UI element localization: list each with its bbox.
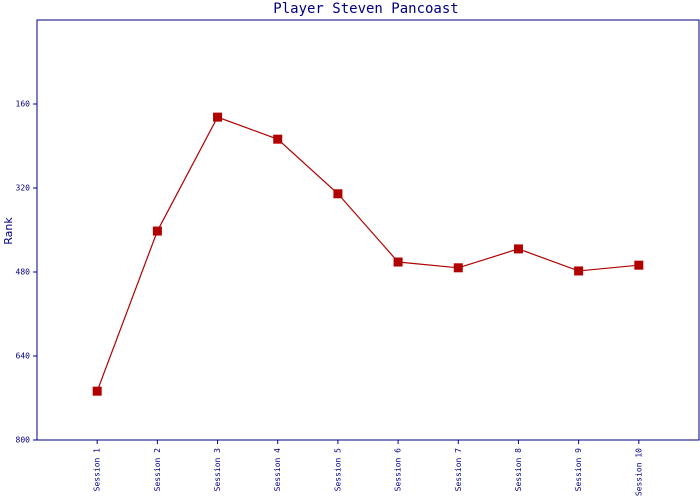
x-tick-label: Session 10 [634, 448, 643, 496]
point-marker [574, 266, 584, 276]
x-tick-label: Session 2 [153, 448, 162, 492]
x-tick-label: Session 3 [213, 448, 222, 492]
point-marker [513, 244, 523, 254]
y-tick-label: 320 [16, 184, 31, 193]
point-marker [333, 189, 343, 199]
chart-title: Player Steven Pancoast [273, 1, 458, 17]
x-tick-label: Session 8 [514, 448, 523, 492]
plot-frame [36, 19, 700, 441]
x-tick-label: Session 9 [574, 448, 583, 492]
y-tick-label: 800 [16, 436, 31, 445]
x-tick-label: Session 5 [333, 448, 342, 492]
point-marker [92, 386, 102, 396]
point-marker [634, 260, 644, 270]
x-tick-label: Session 4 [273, 448, 282, 492]
x-tick-label: Session 7 [454, 448, 463, 492]
y-tick-label: 640 [16, 352, 31, 361]
series-line [96, 116, 639, 392]
point-marker [273, 134, 283, 144]
y-tick-label: 480 [16, 268, 31, 277]
point-marker [213, 112, 223, 122]
y-axis-label: Rank [2, 217, 15, 245]
x-tick-label: Session 1 [93, 448, 102, 492]
point-marker [393, 257, 403, 267]
y-tick-label: 160 [16, 100, 31, 109]
x-tick-label: Session 6 [394, 448, 403, 492]
point-marker [152, 226, 162, 236]
point-marker [453, 263, 463, 273]
